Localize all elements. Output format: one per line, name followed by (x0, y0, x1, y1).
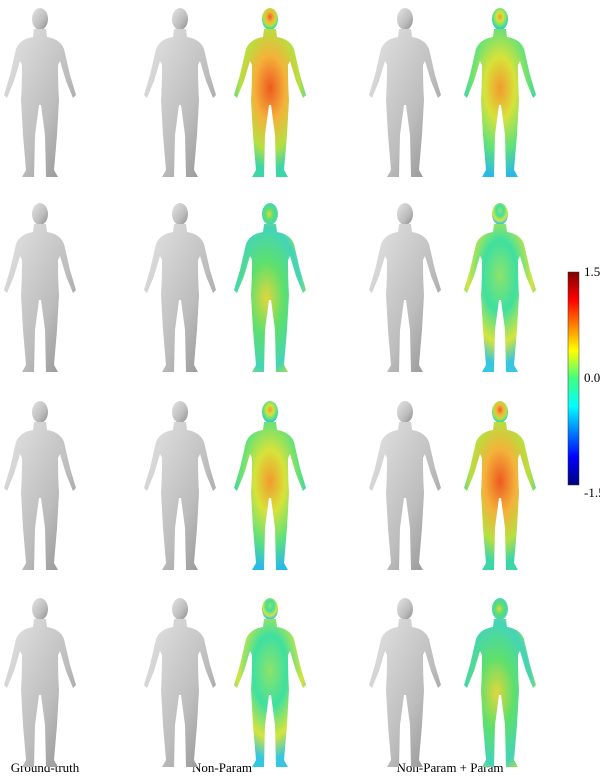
body-render (369, 598, 441, 767)
body-render (4, 203, 76, 372)
body-render (144, 598, 216, 767)
figure: 1.5 0.0 -1.5 Ground-truth Non-Param Non-… (0, 0, 600, 779)
body-render (4, 401, 76, 570)
colorbar-mid: 0.0 (584, 370, 600, 385)
error-heatmap (464, 401, 536, 570)
body-render (4, 8, 76, 177)
error-heatmap (234, 8, 306, 177)
body-render (369, 203, 441, 372)
body-render (144, 8, 216, 177)
colorbar-max: 1.5 (584, 264, 600, 279)
error-heatmap (234, 401, 306, 570)
colorbar (568, 272, 579, 485)
page: {"columns": ["Ground-truth", "Non-Param"… (0, 0, 600, 779)
error-heatmap (464, 203, 536, 372)
body-render (144, 203, 216, 372)
column-label: Ground-truth (11, 760, 80, 775)
error-heatmap (464, 598, 536, 767)
body-render (4, 598, 76, 767)
error-heatmap (464, 8, 536, 177)
error-heatmap (234, 203, 306, 372)
error-heatmap (234, 598, 306, 767)
column-label: Non-Param (192, 760, 252, 775)
body-render (369, 8, 441, 177)
body-render (369, 401, 441, 570)
colorbar-min: -1.5 (584, 485, 600, 500)
body-render (144, 401, 216, 570)
